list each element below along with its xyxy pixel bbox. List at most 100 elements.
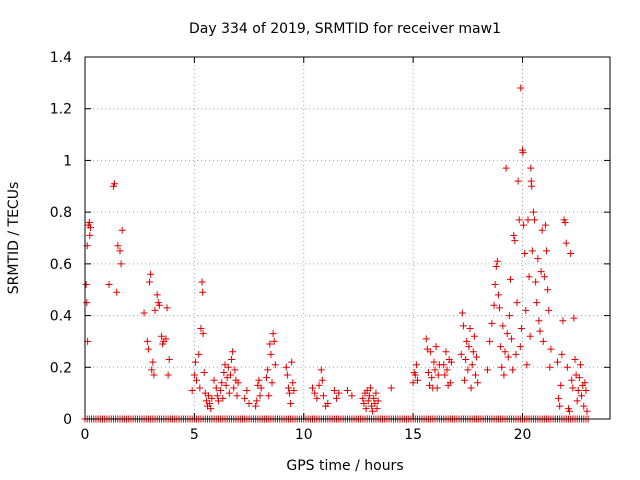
data-point [311,389,319,397]
data-point [500,371,508,379]
data-point [271,361,279,369]
data-point [369,407,377,415]
data-point [578,392,586,400]
data-point [146,278,154,286]
data-point [491,281,499,289]
data-point [111,180,119,188]
data-point [464,366,472,374]
data-point [319,392,327,400]
data-point [290,387,298,395]
data-point [200,368,208,376]
data-point [474,379,482,387]
data-point [463,337,471,345]
data-point [508,335,516,343]
data-point [554,358,561,366]
data-point [315,381,323,389]
data-point [486,337,494,345]
data-point [567,250,575,258]
data-point [233,392,241,400]
data-point [234,379,242,387]
data-point [229,348,237,356]
x-axis-label: GPS time / hours [286,458,403,474]
data-point [583,407,591,415]
data-point [528,247,536,255]
data-point [85,218,93,226]
data-point [267,350,275,358]
data-point [364,397,372,405]
data-point [529,208,537,216]
data-point [514,177,522,185]
data-point [366,384,374,392]
data-point [443,366,451,374]
data-point [546,363,554,371]
data-point [213,392,221,400]
data-point [440,361,448,369]
data-point [114,242,122,250]
data-point [257,384,265,392]
data-point [521,250,529,258]
data-point [348,392,356,400]
data-point [527,164,535,172]
data-point [497,343,505,351]
x-tick-labels: 0 5 10 15 20 [81,427,532,443]
data-point [471,371,479,379]
data-point [493,257,501,265]
data-point [220,368,228,376]
data-point [459,322,467,330]
data-point [535,317,543,325]
data-point [373,405,381,413]
data-point [581,379,589,387]
data-point [539,337,547,345]
data-point [447,358,455,366]
data-point [212,384,220,392]
data-point [446,379,454,387]
data-point [457,350,465,358]
data-point [359,394,367,402]
data-point [155,301,163,309]
data-point [559,317,567,325]
data-point [458,309,466,317]
data-point [284,384,292,392]
data-point [490,301,498,309]
data-point [193,376,201,384]
data-point [517,84,525,92]
data-point [245,399,253,407]
data-point [255,376,263,384]
data-point [362,405,370,413]
data-point [563,363,571,371]
plot-frame [84,56,611,420]
data-point [538,226,546,234]
data-point [569,384,577,392]
data-point [191,358,199,366]
data-point [256,392,264,400]
data-point [206,399,214,407]
data-point [199,330,207,338]
x-tick-label: 20 [514,427,532,443]
data-point [412,361,420,369]
data-point [253,397,261,405]
data-point [462,356,470,364]
data-point [510,231,518,239]
data-point [427,348,435,356]
data-point [430,358,438,366]
data-point [484,366,491,374]
data-point [270,337,278,345]
data-point [557,381,565,389]
data-point [582,387,590,395]
y-tick-label: 0.4 [50,309,72,325]
data-point [150,371,158,379]
data-point [344,387,351,395]
data-point [534,255,542,263]
data-point [268,379,276,387]
y-axis-label: SRMTID / TECUs [6,182,22,295]
data-point [441,371,449,379]
data-point [501,348,509,356]
data-point [536,327,544,335]
data-point [558,350,566,358]
data-point [289,379,297,387]
data-point [309,384,316,392]
data-point [335,389,343,397]
data-point [365,392,373,400]
data-point [148,366,156,374]
